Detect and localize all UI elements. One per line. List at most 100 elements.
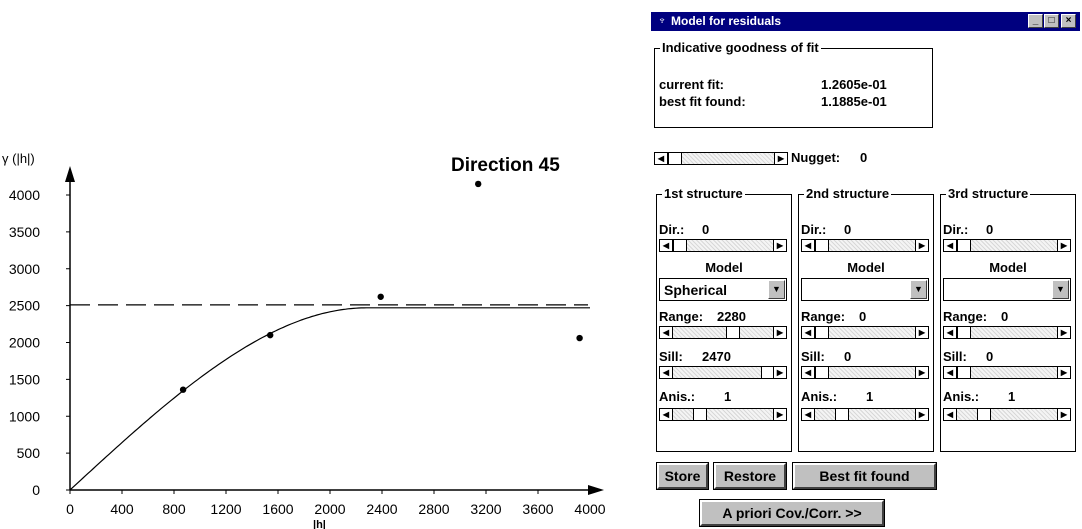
slider-thumb[interactable]: [957, 367, 971, 378]
model-select[interactable]: ▼: [801, 278, 929, 301]
scroll-left-icon[interactable]: ◀: [655, 153, 668, 164]
dir-slider[interactable]: ◀ ▶: [943, 239, 1071, 252]
sill-value: 2470: [702, 349, 731, 364]
x-tick-label: 3600: [522, 501, 553, 517]
structure-label: 3rd structure: [946, 186, 1031, 201]
scroll-right-icon[interactable]: ▶: [1057, 409, 1070, 420]
slider-thumb[interactable]: [726, 327, 740, 338]
slider-thumb[interactable]: [957, 240, 971, 251]
y-tick-label: 2000: [9, 335, 40, 351]
dir-label: Dir.:: [659, 222, 685, 237]
range-slider[interactable]: ◀ ▶: [943, 326, 1071, 339]
scroll-left-icon[interactable]: ◀: [944, 409, 957, 420]
scroll-right-icon[interactable]: ▶: [1057, 367, 1070, 378]
scroll-right-icon[interactable]: ▶: [774, 153, 787, 164]
anis-value: 1: [866, 389, 874, 404]
title-bar: ♆ Model for residuals _ □ ×: [651, 12, 1080, 31]
model-curve: [69, 307, 590, 491]
maximize-button[interactable]: □: [1044, 14, 1059, 28]
model-label: Model: [705, 260, 743, 275]
close-button[interactable]: ×: [1061, 14, 1076, 28]
scroll-right-icon[interactable]: ▶: [915, 367, 928, 378]
anis-slider[interactable]: ◀ ▶: [943, 408, 1071, 421]
x-axis-label: |h|: [313, 519, 326, 529]
dir-value: 0: [844, 222, 852, 237]
sill-label: Sill:: [659, 349, 683, 364]
anis-value: 1: [1008, 389, 1016, 404]
scroll-right-icon[interactable]: ▶: [773, 240, 786, 251]
scroll-left-icon[interactable]: ◀: [802, 367, 815, 378]
y-tick-label: 1000: [9, 408, 40, 424]
scroll-left-icon[interactable]: ◀: [660, 240, 673, 251]
model-select-value: Spherical: [664, 282, 728, 298]
x-tick-label: 4000: [574, 501, 605, 517]
slider-thumb[interactable]: [957, 327, 971, 338]
model-select[interactable]: Spherical ▼: [659, 278, 787, 301]
slider-thumb[interactable]: [835, 409, 849, 420]
scroll-left-icon[interactable]: ◀: [944, 327, 957, 338]
data-point: [475, 180, 482, 188]
range-slider[interactable]: ◀ ▶: [801, 326, 929, 339]
scroll-right-icon[interactable]: ▶: [915, 327, 928, 338]
structure-label: 2nd structure: [804, 186, 892, 201]
slider-thumb[interactable]: [673, 240, 687, 251]
scroll-left-icon[interactable]: ◀: [944, 367, 957, 378]
y-axis-arrow: [65, 166, 75, 182]
range-slider[interactable]: ◀ ▶: [659, 326, 787, 339]
range-value: 2280: [717, 309, 746, 324]
anis-label: Anis.:: [659, 389, 696, 404]
scroll-right-icon[interactable]: ▶: [773, 367, 786, 378]
app-icon: ♆: [657, 15, 667, 27]
scroll-left-icon[interactable]: ◀: [802, 327, 815, 338]
sill-slider[interactable]: ◀ ▶: [801, 366, 929, 379]
range-label: Range:: [943, 309, 988, 324]
nugget-slider[interactable]: ◀ ▶: [654, 152, 788, 165]
scroll-right-icon[interactable]: ▶: [773, 327, 786, 338]
slider-thumb[interactable]: [815, 367, 829, 378]
sill-slider[interactable]: ◀ ▶: [943, 366, 1071, 379]
sill-slider[interactable]: ◀ ▶: [659, 366, 787, 379]
model-select[interactable]: ▼: [943, 278, 1071, 301]
x-tick-label: 2800: [418, 501, 449, 517]
minimize-button[interactable]: _: [1028, 14, 1043, 28]
goodness-label: Indicative goodness of fit: [660, 40, 821, 55]
x-tick-label: 2400: [366, 501, 397, 517]
scroll-right-icon[interactable]: ▶: [915, 240, 928, 251]
scroll-left-icon[interactable]: ◀: [660, 327, 673, 338]
anis-slider[interactable]: ◀ ▶: [801, 408, 929, 421]
dir-slider[interactable]: ◀ ▶: [801, 239, 929, 252]
x-axis-arrow: [588, 485, 604, 495]
experimental-points: [179, 180, 583, 393]
slider-thumb[interactable]: [977, 409, 991, 420]
scroll-right-icon[interactable]: ▶: [915, 409, 928, 420]
model-window: ♆ Model for residuals _ □ × Indicative g…: [651, 12, 1080, 529]
chevron-down-icon[interactable]: ▼: [910, 280, 927, 299]
best-fit-button[interactable]: Best fit found: [792, 462, 937, 490]
scroll-right-icon[interactable]: ▶: [1057, 240, 1070, 251]
slider-thumb[interactable]: [693, 409, 707, 420]
dir-slider[interactable]: ◀ ▶: [659, 239, 787, 252]
chevron-down-icon[interactable]: ▼: [768, 280, 785, 299]
a-priori-button[interactable]: A priori Cov./Corr. >>: [699, 499, 885, 527]
data-point: [179, 386, 187, 393]
slider-thumb[interactable]: [668, 153, 682, 164]
scroll-right-icon[interactable]: ▶: [1057, 327, 1070, 338]
restore-button[interactable]: Restore: [713, 462, 787, 490]
slider-thumb[interactable]: [815, 327, 829, 338]
scroll-left-icon[interactable]: ◀: [802, 409, 815, 420]
data-point: [377, 293, 384, 300]
scroll-left-icon[interactable]: ◀: [802, 240, 815, 251]
y-tick-label: 500: [17, 445, 41, 461]
y-tick-label: 0: [32, 482, 40, 498]
scroll-left-icon[interactable]: ◀: [660, 367, 673, 378]
current-fit-value: 1.2605e-01: [821, 77, 887, 92]
store-button[interactable]: Store: [656, 462, 709, 490]
anis-slider[interactable]: ◀ ▶: [659, 408, 787, 421]
scroll-left-icon[interactable]: ◀: [660, 409, 673, 420]
range-value: 0: [1001, 309, 1009, 324]
y-tick-label: 3500: [9, 224, 40, 240]
chevron-down-icon[interactable]: ▼: [1052, 280, 1069, 299]
slider-thumb[interactable]: [815, 240, 829, 251]
scroll-left-icon[interactable]: ◀: [944, 240, 957, 251]
scroll-right-icon[interactable]: ▶: [773, 409, 786, 420]
